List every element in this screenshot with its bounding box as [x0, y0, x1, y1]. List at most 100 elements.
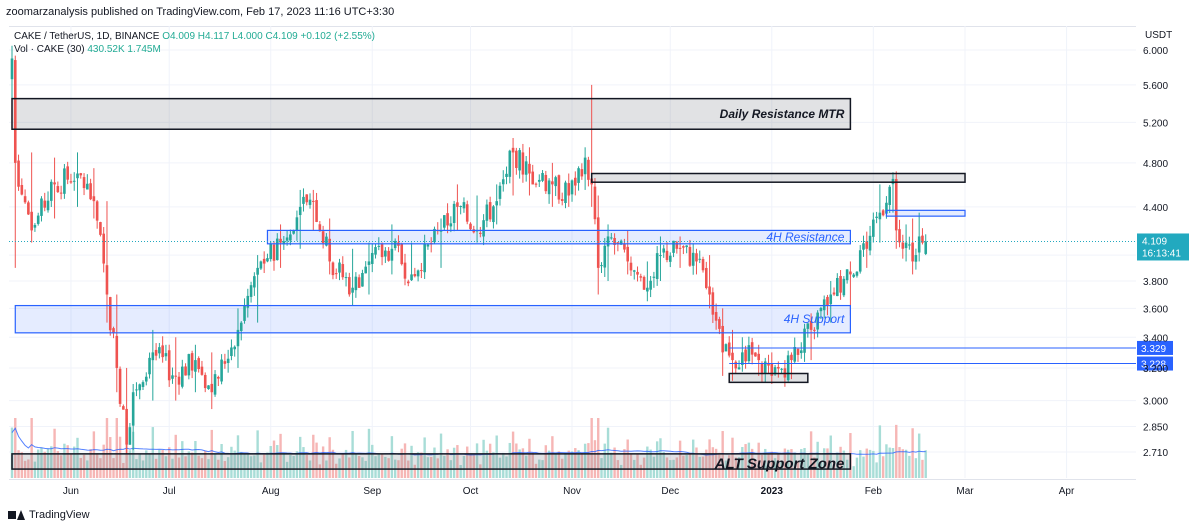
volume-bar [361, 457, 364, 478]
volume-bar [331, 449, 335, 478]
volume-bar [744, 444, 747, 478]
tradingview-footer[interactable]: TradingView [8, 509, 90, 521]
volume-bar [823, 448, 826, 478]
candle-body [767, 362, 770, 366]
candle-body [23, 196, 27, 203]
volume-bar [95, 453, 99, 478]
candle-body [921, 235, 924, 243]
volume-bar [757, 442, 760, 478]
volume-bar [420, 452, 423, 478]
volume-bar [233, 450, 236, 478]
volume-bar [780, 461, 783, 478]
zone-border [266, 229, 852, 245]
volume-bar [875, 462, 878, 478]
candle-body [181, 366, 184, 387]
candle-body [144, 376, 148, 382]
candle-body [184, 366, 187, 376]
volume-bar [37, 449, 40, 478]
candle-body [213, 374, 217, 395]
volume-bar [773, 458, 777, 478]
volume-bar [731, 437, 734, 478]
volume-bar [387, 458, 390, 478]
volume-bar [888, 447, 891, 478]
candle-body [534, 183, 538, 185]
volume-bar [416, 452, 420, 478]
candle-body [406, 281, 410, 284]
candle-body [200, 366, 204, 375]
candle-body [698, 258, 702, 260]
volume-bar [443, 455, 446, 478]
candle-body [420, 270, 423, 272]
candle-body [773, 367, 777, 375]
candle-body [780, 368, 783, 370]
volume-bar [466, 446, 469, 478]
volume-bar [482, 439, 485, 478]
candle-body [217, 376, 220, 379]
volume-bar [793, 452, 796, 478]
y-tick-label: 5.600 [1143, 81, 1168, 92]
current-price-tag [1137, 233, 1189, 261]
zone-fill [15, 305, 851, 333]
candle-body [822, 299, 826, 311]
x-tick-label: Oct [463, 486, 479, 497]
volume-bar [436, 458, 439, 478]
candle-body [858, 250, 862, 272]
candle-body [194, 360, 197, 372]
volume-bar [698, 456, 701, 478]
volume-bar [688, 452, 692, 478]
volume-bar [240, 451, 243, 478]
candle-body [377, 245, 381, 247]
volume-bar [131, 431, 135, 478]
volume-bar [46, 448, 50, 478]
candle-body [479, 232, 482, 234]
volume-bar [577, 450, 580, 478]
volume-bar [315, 442, 318, 478]
volume-bar [410, 445, 413, 478]
candle-body [118, 368, 122, 404]
volume-bar [312, 434, 315, 478]
volume-bar [587, 443, 590, 478]
volume-bar [652, 456, 656, 478]
candle-body [207, 385, 210, 390]
candle-body [279, 238, 282, 243]
volume-bar [168, 447, 171, 478]
volume-bar [262, 454, 266, 478]
volume-bar [534, 463, 538, 478]
candle-body [187, 354, 191, 376]
candle-body [285, 237, 289, 241]
volume-bar [69, 454, 73, 478]
candle-body [616, 242, 620, 244]
volume-label[interactable]: Vol · CAKE (30) [14, 44, 85, 55]
price-level-label: 3.329 [1141, 344, 1166, 355]
candle-body [115, 335, 119, 368]
candle-body [321, 231, 325, 244]
candle-body [596, 217, 600, 268]
candle-body [364, 266, 367, 274]
candle-body [374, 247, 377, 255]
candle-body [898, 229, 901, 243]
candle-body [741, 352, 744, 365]
symbol-title[interactable]: CAKE / TetherUS, 1D, BINANCE [14, 31, 160, 42]
candle-body [361, 273, 364, 287]
volume-bar [194, 440, 197, 478]
volume-bar [764, 448, 767, 478]
volume-bar [14, 418, 17, 478]
candle-body [249, 285, 253, 297]
volume-bar [446, 449, 449, 478]
volume-bar [377, 453, 380, 478]
candle-body [747, 345, 751, 362]
volume-bar [226, 457, 230, 478]
volume-bar [115, 418, 118, 478]
ohlc-change: +0.102 (+2.55%) [300, 31, 376, 42]
volume-bar [613, 447, 616, 478]
candle-body [842, 278, 846, 296]
candle-body [652, 276, 656, 278]
candle-body [190, 353, 194, 371]
candle-body [515, 150, 518, 168]
volume-bar [580, 452, 584, 478]
candle-body [275, 238, 279, 261]
volume-bar [236, 435, 240, 478]
candle-body [832, 292, 836, 295]
candle-body [668, 255, 672, 262]
